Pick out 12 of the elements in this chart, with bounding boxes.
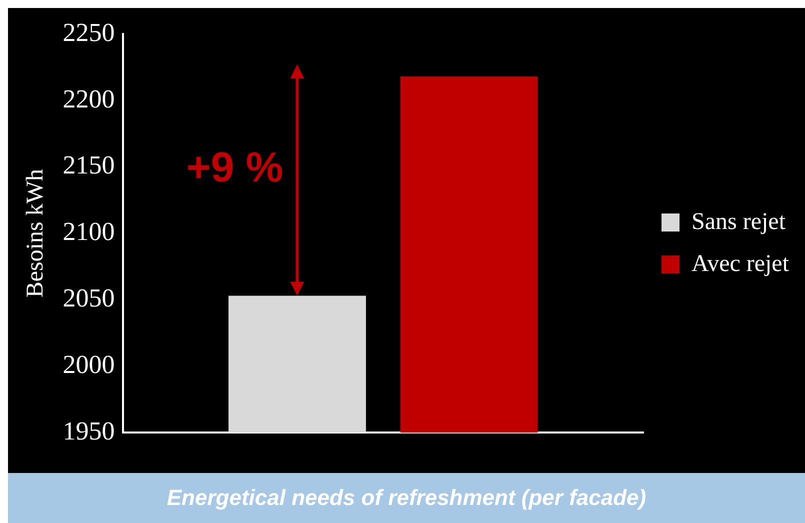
text: Energetical needs of refreshment (per facade) (8, 473, 805, 523)
y-tick-label: 2250 (62, 18, 115, 47)
legend-label: Avec rejet (692, 250, 790, 277)
y-axis-title: Besoins kWh (22, 168, 49, 298)
y-tick-label: 1950 (62, 416, 115, 446)
y-tick-label: 2050 (62, 284, 115, 313)
y-tick-label: 2150 (62, 150, 115, 180)
y-tick-label: 2200 (62, 84, 115, 114)
y-tick-label: 2000 (62, 350, 115, 379)
legend-label: Sans rejet (692, 208, 786, 235)
annotation: +9 % (186, 144, 284, 191)
y-tick-label: 2100 (62, 217, 115, 246)
